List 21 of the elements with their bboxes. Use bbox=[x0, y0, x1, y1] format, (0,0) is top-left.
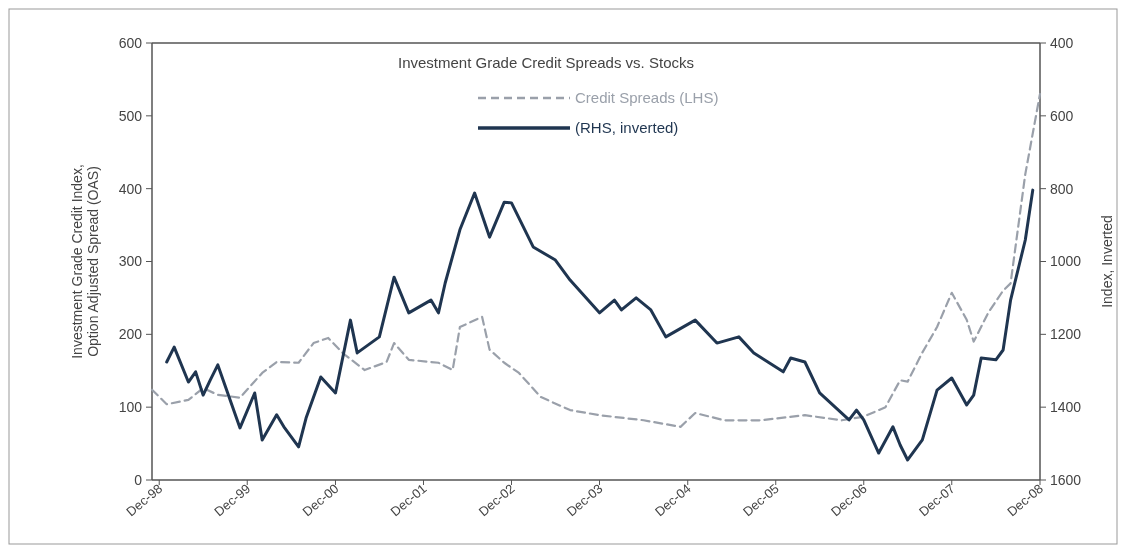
y-axis-title: Investment Grade Credit Index, Option Adjusted Spread (OAS) bbox=[68, 164, 102, 359]
y2-tick-label: 1400 bbox=[1050, 399, 1082, 416]
y-tick-label: 400 bbox=[118, 180, 143, 197]
text: (RHS, inverted) bbox=[575, 119, 679, 137]
y-tick-label: 200 bbox=[118, 326, 143, 343]
y-tick-label: 600 bbox=[118, 34, 143, 51]
y2-tick-label: 1200 bbox=[1050, 326, 1082, 343]
text: Investment Grade Credit Spreads vs. Stocks bbox=[398, 54, 694, 71]
line-series bbox=[165, 188, 1035, 462]
text: Credit Spreads (LHS) bbox=[575, 89, 719, 107]
line-series bbox=[150, 92, 1042, 428]
y-tick-label: 100 bbox=[118, 399, 143, 416]
y2-axis-title: Index, Inverted bbox=[1099, 215, 1115, 308]
y2-tick-label: 400 bbox=[1050, 34, 1074, 51]
y-tick-label: 300 bbox=[118, 253, 143, 270]
y2-tick-label: 1600 bbox=[1050, 471, 1082, 488]
y2-tick-label: 800 bbox=[1050, 180, 1074, 197]
y-tick-label: 500 bbox=[118, 107, 143, 124]
y-tick-label: 0 bbox=[134, 471, 143, 488]
y2-tick-label: 1000 bbox=[1050, 253, 1082, 270]
y2-tick-label: 600 bbox=[1050, 107, 1074, 124]
